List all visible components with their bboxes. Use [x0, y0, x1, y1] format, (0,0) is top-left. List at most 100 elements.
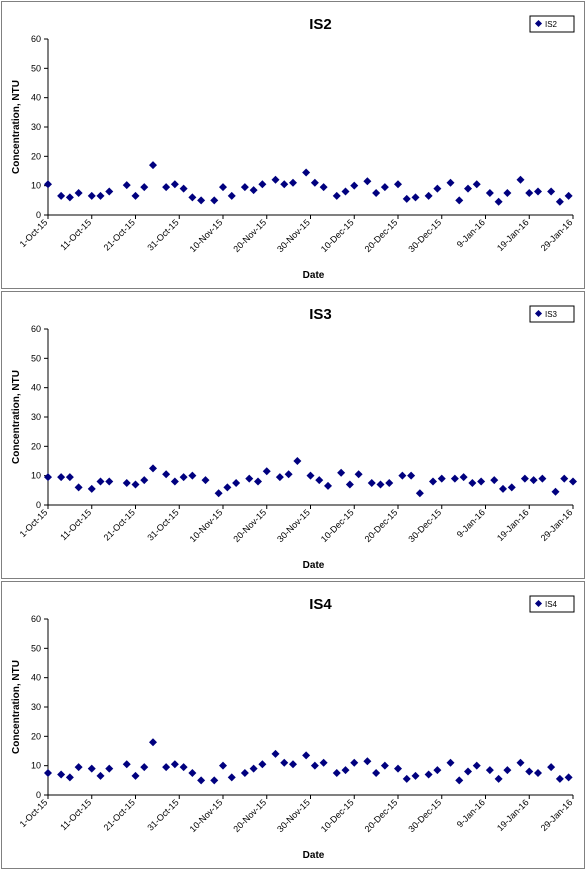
data-point — [350, 181, 359, 190]
data-point — [363, 177, 372, 186]
y-tick-label: 60 — [31, 614, 41, 624]
x-tick-label: 1-Oct-15 — [18, 507, 50, 539]
data-point — [57, 191, 66, 200]
x-tick-label: 9-Jan-16 — [455, 217, 487, 249]
x-tick-label: 9-Jan-16 — [455, 507, 487, 539]
data-point — [345, 480, 354, 489]
data-point — [240, 183, 249, 192]
legend-box — [529, 595, 575, 613]
data-point — [569, 477, 577, 486]
y-tick-label: 40 — [31, 383, 41, 393]
data-point — [74, 189, 83, 197]
x-tick-label: 29-Jan-16 — [539, 507, 575, 543]
data-point — [411, 193, 420, 202]
data-point — [354, 470, 363, 479]
data-point — [551, 487, 560, 496]
chart-title: IS3 — [309, 306, 332, 323]
data-point — [140, 476, 149, 485]
legend-label: IS2 — [545, 20, 558, 29]
data-point — [65, 193, 74, 202]
chart-svg: IS4 0 10 20 30 40 50 60 1-Oct-15 11-Oct-15 21-Oct-… — [11, 595, 575, 861]
data-point — [122, 760, 131, 769]
data-point — [306, 471, 315, 480]
data-point — [372, 769, 381, 777]
x-tick-label: 30-Nov-15 — [275, 797, 312, 834]
data-point — [529, 476, 538, 485]
data-point — [407, 471, 416, 480]
data-point — [131, 191, 140, 200]
data-point — [547, 187, 556, 196]
data-point — [214, 489, 223, 498]
x-tick-label: 29-Jan-16 — [539, 217, 575, 253]
data-point — [341, 187, 350, 196]
data-point — [415, 489, 424, 498]
data-point — [503, 189, 512, 197]
x-axis-label: Date — [303, 560, 325, 571]
data-point — [227, 773, 236, 782]
x-tick-label: 10-Dec-15 — [319, 797, 356, 834]
chart-svg: IS3 0 10 20 30 40 50 60 1-Oct-15 11-Oct-15 21-Oct-… — [11, 305, 577, 571]
x-tick-label: 20-Dec-15 — [363, 217, 400, 254]
data-point — [131, 771, 140, 780]
data-point — [516, 758, 525, 767]
data-point — [494, 197, 503, 206]
data-point — [65, 773, 74, 782]
data-point — [65, 473, 74, 482]
data-point — [275, 473, 284, 482]
x-tick-label: 21-Oct-15 — [102, 797, 137, 832]
legend-box — [529, 15, 575, 33]
data-point — [324, 481, 332, 490]
x-tick-label: 10-Nov-15 — [188, 217, 225, 254]
y-tick-label: 40 — [31, 673, 41, 683]
data-point — [310, 761, 319, 770]
data-point — [188, 769, 197, 777]
data-point — [254, 477, 262, 486]
data-point — [564, 191, 573, 200]
y-tick-label: 20 — [31, 441, 41, 451]
x-tick-label: 11-Oct-15 — [58, 797, 93, 832]
data-point — [310, 178, 319, 187]
data-point — [201, 476, 210, 485]
data-point — [499, 484, 507, 493]
data-point — [555, 197, 564, 206]
data-point — [450, 474, 459, 483]
data-point — [131, 480, 140, 489]
data-point — [240, 769, 249, 777]
y-tick-label: 0 — [36, 790, 41, 800]
x-tick-label: 10-Dec-15 — [319, 507, 356, 544]
x-tick-label: 1-Oct-15 — [18, 217, 50, 249]
legend-box — [529, 305, 575, 323]
data-point — [433, 184, 442, 193]
data-point — [394, 180, 402, 189]
data-point — [219, 183, 227, 192]
data-point — [534, 769, 542, 777]
data-point — [57, 770, 66, 779]
legend-label: IS3 — [545, 310, 558, 319]
data-point — [564, 773, 573, 782]
data-point — [258, 760, 267, 769]
data-point — [57, 473, 66, 482]
y-tick-label: 20 — [31, 151, 41, 161]
x-tick-label: 9-Jan-16 — [455, 797, 487, 829]
data-point — [74, 483, 83, 492]
x-tick-label: 19-Jan-16 — [495, 217, 531, 253]
y-tick-label: 0 — [36, 210, 41, 220]
data-point — [503, 766, 512, 775]
data-point — [402, 194, 411, 203]
data-point — [534, 187, 542, 196]
data-point — [122, 479, 131, 487]
y-tick-label: 30 — [31, 122, 41, 132]
data-point — [446, 758, 455, 767]
x-tick-label: 11-Oct-15 — [58, 217, 93, 252]
data-point — [555, 774, 564, 783]
x-tick-label: 10-Nov-15 — [188, 507, 225, 544]
data-point — [302, 168, 311, 177]
data-point — [424, 191, 433, 200]
data-point — [162, 183, 171, 192]
data-point — [315, 476, 324, 485]
legend-label: IS4 — [545, 600, 558, 609]
data-point — [170, 760, 179, 769]
data-point — [367, 479, 376, 487]
x-tick-label: 29-Jan-16 — [539, 797, 575, 833]
data-point — [87, 764, 96, 773]
